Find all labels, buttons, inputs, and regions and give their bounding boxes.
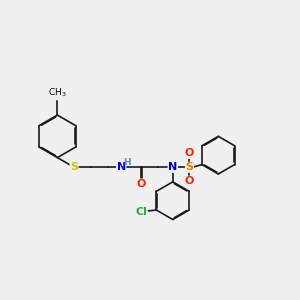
Text: Cl: Cl: [135, 207, 147, 217]
Text: N: N: [168, 162, 177, 172]
Text: H: H: [123, 158, 130, 167]
Text: S: S: [185, 162, 194, 172]
Text: N: N: [116, 162, 126, 172]
Text: CH$_3$: CH$_3$: [48, 87, 67, 99]
Text: O: O: [185, 148, 194, 158]
Text: O: O: [185, 176, 194, 186]
Text: S: S: [70, 162, 78, 172]
Text: O: O: [136, 179, 146, 189]
